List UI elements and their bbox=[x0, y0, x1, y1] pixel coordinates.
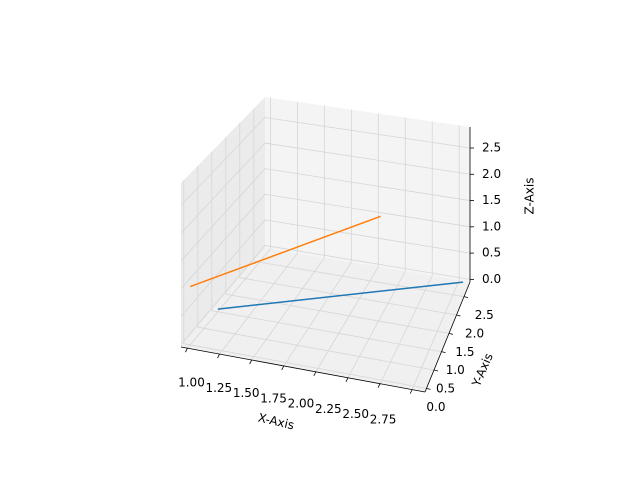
grid-line bbox=[219, 253, 298, 355]
y-axis-line bbox=[424, 281, 471, 393]
series-line bbox=[189, 215, 381, 288]
x-tick-label: 2.50 bbox=[342, 407, 369, 421]
tick-mark bbox=[409, 389, 413, 394]
tick-mark bbox=[217, 353, 220, 359]
x-tick-label: 1.50 bbox=[233, 386, 260, 400]
y-tick-label: 0.5 bbox=[436, 382, 455, 396]
z-tick-label: 0.0 bbox=[482, 272, 501, 286]
z-tick-label: 2.0 bbox=[482, 167, 501, 181]
grid-line bbox=[264, 117, 471, 149]
grid-line bbox=[264, 142, 471, 175]
grid-line bbox=[180, 245, 266, 345]
x-tick-label: 2.25 bbox=[315, 402, 342, 416]
grid-line bbox=[264, 193, 471, 228]
y-tick-label: 1.5 bbox=[455, 345, 474, 359]
tick-mark bbox=[313, 371, 317, 377]
grid-line bbox=[183, 343, 427, 389]
z-axis-title: Z-Axis bbox=[523, 178, 537, 215]
z-tick-label: 0.5 bbox=[482, 246, 501, 260]
x-tick-label: 1.25 bbox=[205, 381, 232, 395]
z-tick-label: 2.5 bbox=[482, 141, 501, 155]
tick-mark bbox=[463, 296, 469, 299]
y-tick-label: 2.5 bbox=[475, 308, 494, 322]
tick-mark bbox=[185, 348, 188, 353]
grid-line bbox=[211, 310, 442, 353]
tick-mark bbox=[441, 351, 446, 354]
z-tick-label: 1.0 bbox=[482, 219, 501, 233]
tick-mark bbox=[448, 332, 454, 335]
grid-line bbox=[251, 257, 325, 361]
grid-line bbox=[180, 168, 266, 262]
grid-line bbox=[253, 260, 465, 298]
tick-mark bbox=[249, 359, 252, 365]
grid-line bbox=[197, 326, 435, 371]
tick-mark bbox=[426, 387, 431, 390]
grid-line bbox=[411, 280, 460, 390]
grid-line bbox=[264, 219, 471, 254]
grid-line bbox=[180, 219, 266, 317]
series-line bbox=[217, 281, 464, 310]
grid-line bbox=[180, 117, 266, 206]
grid-line bbox=[187, 248, 271, 349]
x-tick-label: 1.00 bbox=[178, 376, 205, 390]
x-tick-label: 2.75 bbox=[370, 412, 397, 426]
y-tick-label: 1.0 bbox=[446, 363, 465, 377]
x-tick-label: 1.75 bbox=[260, 391, 287, 405]
tick-mark bbox=[433, 369, 439, 372]
grid-line bbox=[180, 142, 266, 234]
x-tick-label: 2.00 bbox=[288, 397, 315, 411]
grid-line bbox=[264, 245, 471, 280]
tick-mark bbox=[456, 314, 461, 317]
grid-line bbox=[225, 293, 450, 334]
tick-mark bbox=[377, 383, 381, 388]
x-axis-line bbox=[180, 346, 426, 393]
grid-line bbox=[180, 193, 266, 289]
pane-floor bbox=[181, 248, 470, 392]
x-axis-title: X-Axis bbox=[257, 411, 296, 433]
grid-line bbox=[239, 277, 457, 316]
pane-back bbox=[265, 97, 470, 282]
grid-line bbox=[264, 168, 471, 201]
y-tick-label: 2.0 bbox=[465, 327, 484, 341]
grid-line bbox=[379, 275, 433, 384]
z-tick-label: 1.5 bbox=[482, 193, 501, 207]
tick-mark bbox=[281, 365, 285, 371]
tick-mark bbox=[345, 377, 349, 382]
grid-line bbox=[315, 266, 379, 373]
y-tick-label: 0.0 bbox=[426, 400, 445, 414]
pane-left bbox=[181, 97, 265, 347]
grid-line bbox=[283, 262, 352, 367]
